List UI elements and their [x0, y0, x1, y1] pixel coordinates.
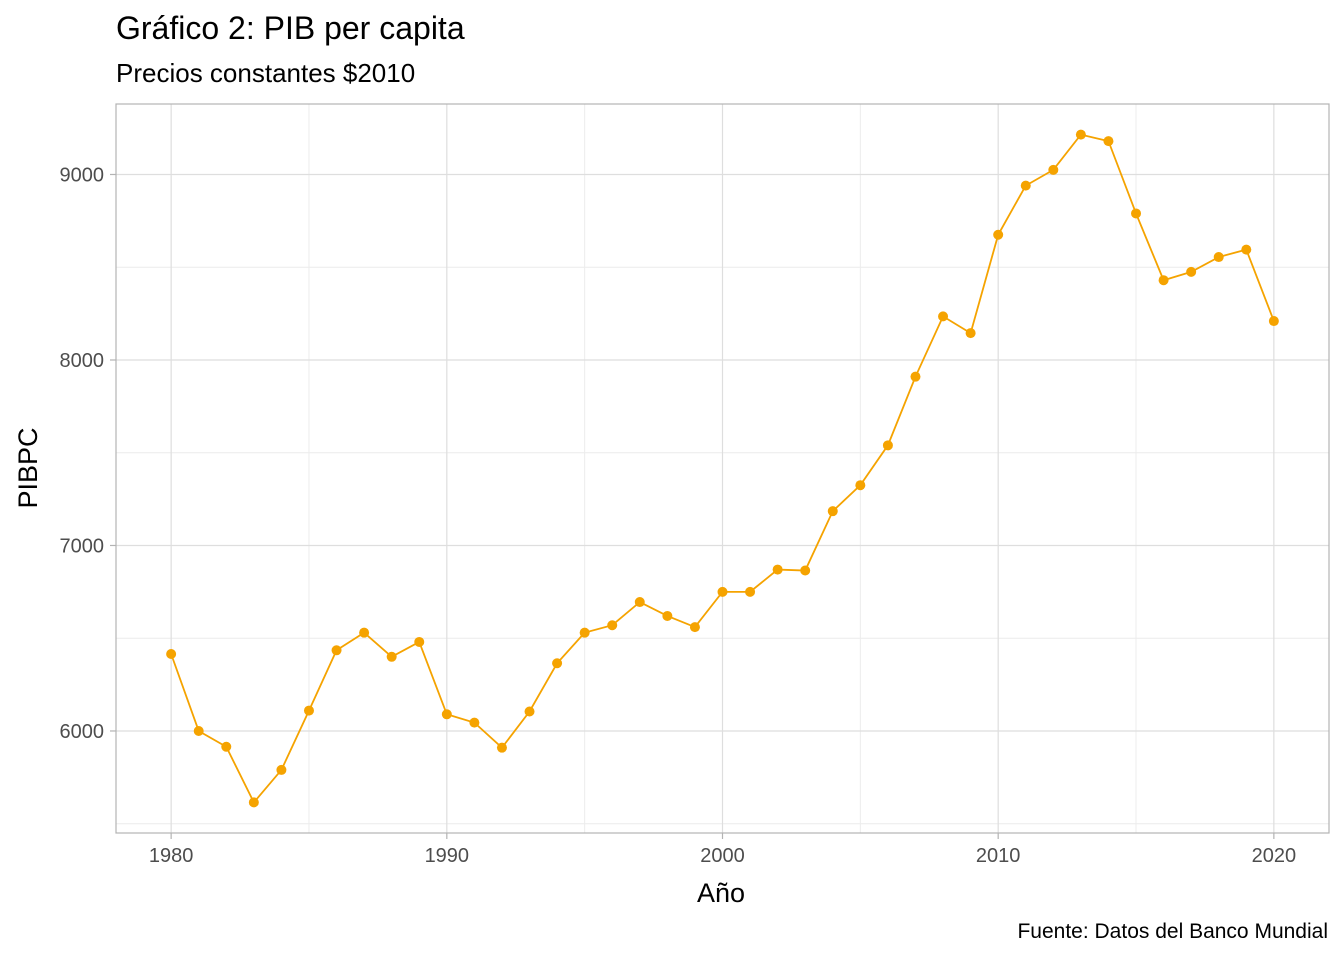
data-point [386, 651, 397, 662]
data-point [938, 311, 949, 322]
y-axis-title: PIBPC [13, 427, 43, 508]
data-point [579, 627, 590, 638]
x-tick-label: 1990 [425, 845, 470, 867]
data-point [634, 597, 645, 608]
y-axis: 6000 7000 8000 9000 [60, 164, 116, 743]
data-point [552, 658, 563, 669]
x-tick-label: 2010 [976, 845, 1021, 867]
data-point [772, 564, 783, 575]
data-point [910, 371, 921, 382]
data-point [1075, 129, 1086, 140]
x-axis-title: Año [697, 878, 745, 908]
y-tick-label: 6000 [60, 721, 105, 743]
data-point [800, 565, 811, 576]
chart-subtitle: Precios constantes $2010 [116, 58, 416, 88]
chart-caption: Fuente: Datos del Banco Mundial [1017, 920, 1328, 943]
data-point [689, 622, 700, 633]
data-point [496, 742, 507, 753]
data-points [166, 129, 1279, 808]
data-point [303, 705, 314, 716]
data-point [717, 586, 728, 597]
data-point [1213, 252, 1224, 263]
data-point [1103, 136, 1114, 147]
x-tick-label: 2000 [700, 845, 745, 867]
data-point [855, 480, 866, 491]
x-tick-label: 1980 [149, 845, 194, 867]
data-point [993, 229, 1004, 240]
data-point [1131, 208, 1142, 219]
data-point [469, 717, 480, 728]
data-point [331, 645, 342, 656]
data-point [441, 709, 452, 720]
x-axis: 1980 1990 2000 2010 2020 [149, 833, 1296, 867]
data-point [524, 706, 535, 717]
major-gridlines [116, 104, 1329, 833]
x-tick-label: 2020 [1252, 845, 1297, 867]
data-point [1186, 266, 1197, 277]
data-point [1268, 316, 1279, 327]
data-point [745, 586, 756, 597]
data-point [662, 610, 673, 621]
data-point [1158, 275, 1169, 286]
data-point [1020, 180, 1031, 191]
data-point [882, 440, 893, 451]
data-point [1241, 244, 1252, 255]
data-point [221, 741, 232, 752]
data-point [965, 328, 976, 339]
y-tick-label: 7000 [60, 535, 105, 557]
data-point [1048, 164, 1059, 175]
data-point [193, 725, 204, 736]
data-point [607, 620, 618, 631]
data-point [359, 627, 370, 638]
data-point [248, 797, 259, 808]
data-point [276, 764, 287, 775]
data-point [166, 648, 177, 659]
y-tick-label: 8000 [60, 350, 105, 372]
data-point [827, 506, 838, 517]
chart-title: Gráfico 2: PIB per capita [116, 10, 465, 46]
data-point [414, 636, 425, 647]
y-tick-label: 9000 [60, 164, 105, 186]
